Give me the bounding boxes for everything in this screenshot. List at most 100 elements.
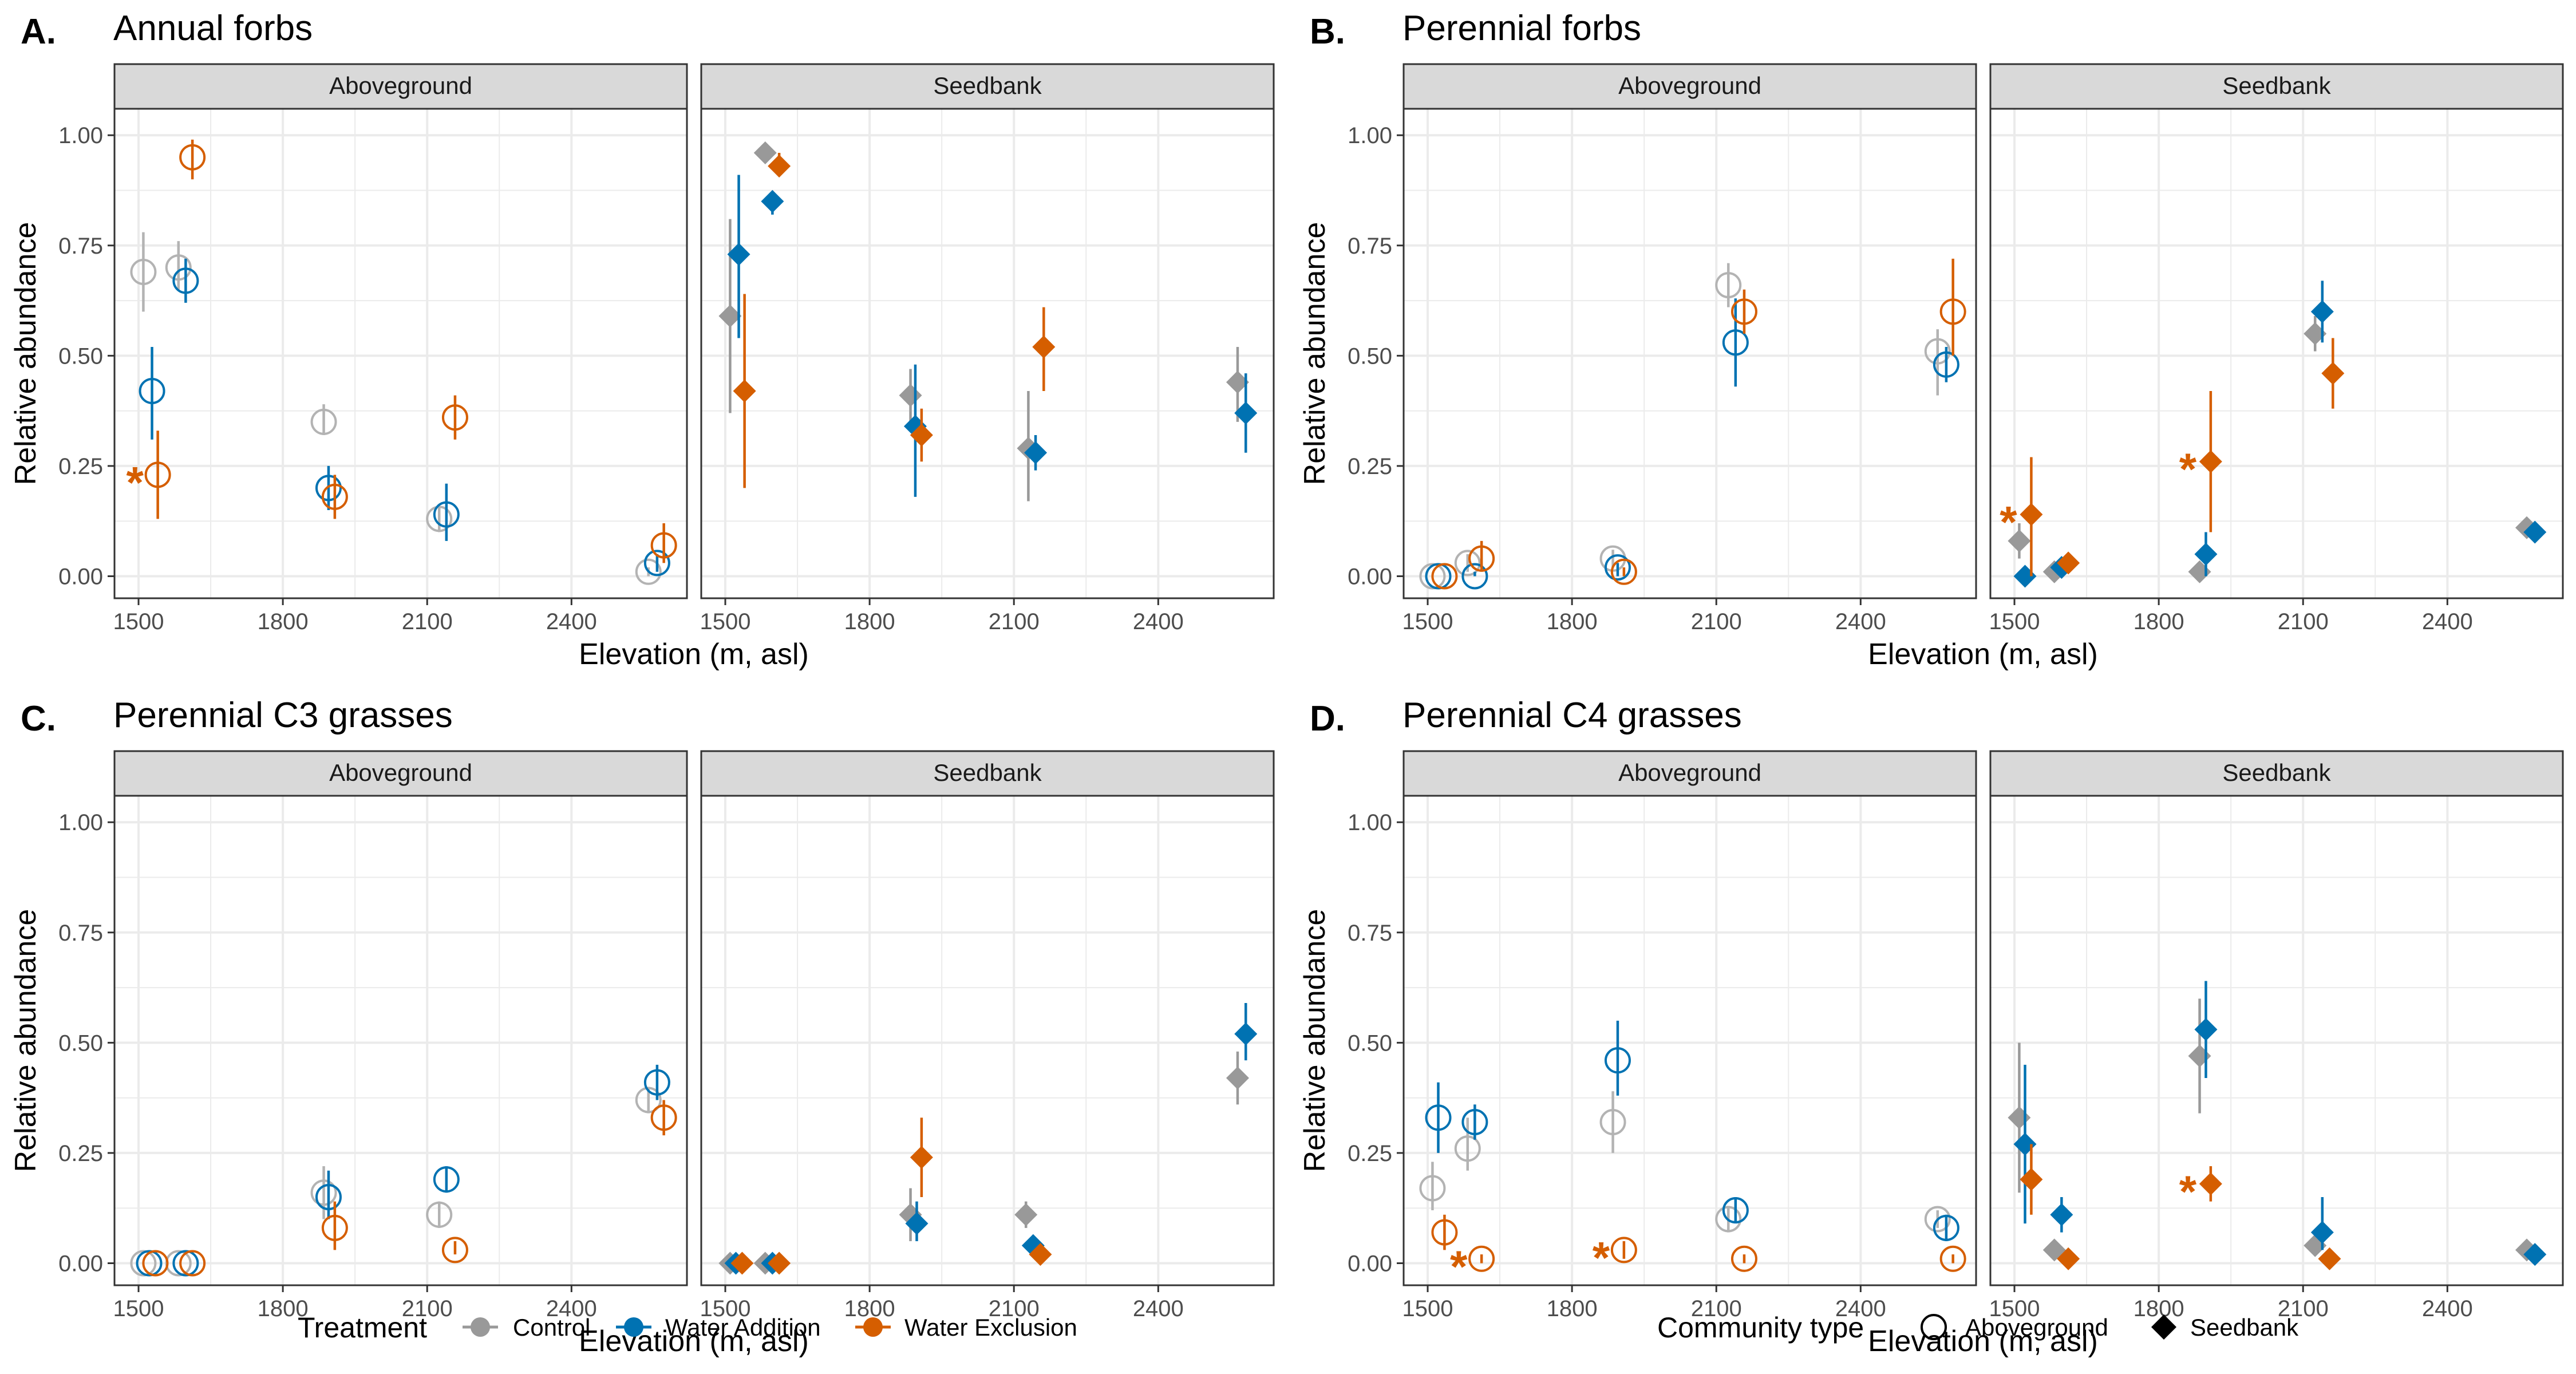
data-point-water-exclusion xyxy=(1032,307,1056,391)
data-point-water-exclusion xyxy=(910,1118,933,1197)
aboveground-circle xyxy=(130,1250,157,1277)
aboveground-circle xyxy=(1933,351,1959,378)
x-tick-label: 2400 xyxy=(1133,609,1184,634)
y-tick-label: 0.75 xyxy=(1348,921,1392,946)
x-axis-title: Elevation (m, asl) xyxy=(1868,638,2098,671)
panel-letter: C. xyxy=(21,699,56,739)
aboveground-circle xyxy=(650,532,677,559)
data-point-control xyxy=(165,241,192,290)
facet-strip xyxy=(1989,750,2564,797)
x-tick-label: 2400 xyxy=(546,609,597,634)
data-point-water-addition xyxy=(1933,346,1959,382)
data-point-water-exclusion xyxy=(650,523,677,563)
aboveground-circle xyxy=(1939,1245,1966,1272)
data-point-water-addition xyxy=(172,1250,199,1277)
x-tick-label: 1800 xyxy=(844,1296,895,1321)
aboveground-circle xyxy=(1610,1237,1637,1264)
seedbank-diamond xyxy=(1029,1243,1052,1266)
plot-area xyxy=(114,109,687,598)
y-tick-label: 1.00 xyxy=(58,123,103,148)
aboveground-circle xyxy=(179,144,206,171)
data-point-control xyxy=(426,1201,453,1228)
seedbank-diamond xyxy=(753,141,777,165)
y-tick-label: 0.50 xyxy=(58,1030,103,1056)
facet-label: Seedbank xyxy=(933,72,1042,99)
aboveground-circle xyxy=(643,1069,670,1096)
y-tick-label: 0.75 xyxy=(1348,234,1392,259)
aboveground-circle xyxy=(635,1087,662,1114)
data-point-water-addition xyxy=(1425,1082,1452,1153)
aboveground-circle xyxy=(310,408,337,435)
x-tick-label: 2400 xyxy=(1133,1296,1184,1321)
seedbank-diamond xyxy=(2194,1018,2218,1041)
data-point-water-addition xyxy=(2050,1197,2073,1233)
facet-seedbank: Seedbank 1500 1800 2100 2400 xyxy=(700,63,1275,634)
data-point-water-exclusion xyxy=(768,1251,791,1275)
data-point-water-exclusion xyxy=(1730,289,1757,334)
x-tick-label: 1500 xyxy=(113,609,164,634)
x-tick-label: 2100 xyxy=(989,609,1040,634)
seedbank-diamond xyxy=(2057,551,2080,575)
data-point-water-exclusion xyxy=(142,1250,169,1277)
aboveground-circle xyxy=(1939,298,1966,325)
data-point-water-exclusion xyxy=(2321,338,2345,409)
aboveground-circle xyxy=(165,254,192,281)
legend-key-water-exclusion xyxy=(855,1317,891,1337)
facet-label: Aboveground xyxy=(329,759,472,786)
seedbank-diamond xyxy=(2020,503,2043,526)
seedbank-diamond xyxy=(2042,1238,2066,1262)
facet-strip xyxy=(700,750,1275,797)
aboveground-circle xyxy=(1468,1245,1495,1272)
facet-label: Aboveground xyxy=(329,72,472,99)
data-point-water-addition xyxy=(1722,298,1749,387)
x-tick-label: 2100 xyxy=(402,1296,453,1321)
significance-star: * xyxy=(2000,497,2017,547)
facet-strip xyxy=(1989,63,2564,110)
aboveground-circle xyxy=(1610,558,1637,585)
aboveground-circle xyxy=(643,550,670,577)
aboveground-circle xyxy=(1715,272,1742,299)
aboveground-circle xyxy=(315,475,342,502)
x-tick-label: 2100 xyxy=(2278,609,2329,634)
aboveground-circle xyxy=(650,1104,677,1131)
data-point-water-exclusion xyxy=(768,153,791,178)
seedbank-diamond xyxy=(2321,362,2345,385)
seedbank-diamond xyxy=(1014,1203,1038,1226)
data-point-water-exclusion xyxy=(179,139,206,180)
aboveground-circle xyxy=(433,1166,460,1193)
x-tick-label: 2100 xyxy=(2278,1296,2329,1321)
aboveground-circle xyxy=(321,1214,348,1241)
facet-aboveground: Aboveground 1500 1800 2100 2400 0.00 0.25 0.50 0… xyxy=(58,63,688,634)
y-tick-label: 0.50 xyxy=(58,344,103,369)
aboveground-circle xyxy=(1924,1206,1951,1233)
legend-key-water-addition xyxy=(616,1317,651,1337)
aboveground-circle xyxy=(1431,563,1458,590)
facet-aboveground: Aboveground 1500 1800 2100 2400 0.00 0.25 0.50 0… xyxy=(1348,750,1977,1321)
facet-strip xyxy=(113,63,688,110)
y-tick-label: 0.00 xyxy=(1348,1251,1392,1276)
data-point-water-exclusion xyxy=(2318,1247,2341,1270)
y-tick-label: 0.25 xyxy=(1348,1141,1392,1166)
data-point-water-addition xyxy=(1461,1104,1488,1140)
data-point-water-addition xyxy=(2523,520,2547,544)
y-axis-title: Relative abundance xyxy=(9,909,42,1172)
data-point-water-exclusion xyxy=(1029,1243,1052,1266)
legend-key-seedbank-diamond xyxy=(2151,1314,2176,1340)
aboveground-circle xyxy=(1425,1104,1452,1131)
data-point-control xyxy=(2042,1238,2066,1262)
seedbank-diamond xyxy=(761,189,784,213)
data-point-control xyxy=(426,506,453,532)
data-point-water-addition xyxy=(2194,981,2218,1078)
seedbank-diamond xyxy=(2050,1203,2073,1226)
aboveground-circle xyxy=(1933,1214,1959,1241)
data-point-control xyxy=(130,1250,157,1277)
data-point-water-exclusion xyxy=(1610,558,1637,585)
data-point-water-addition xyxy=(1604,1020,1631,1096)
data-point-water-exclusion xyxy=(2057,551,2080,575)
seedbank-diamond xyxy=(768,1251,791,1275)
facet-aboveground: Aboveground 1500 1800 2100 2400 0.00 0.25 0.50 0… xyxy=(1348,63,1977,634)
x-tick-label: 2400 xyxy=(2422,1296,2473,1321)
aboveground-circle xyxy=(136,1250,163,1277)
